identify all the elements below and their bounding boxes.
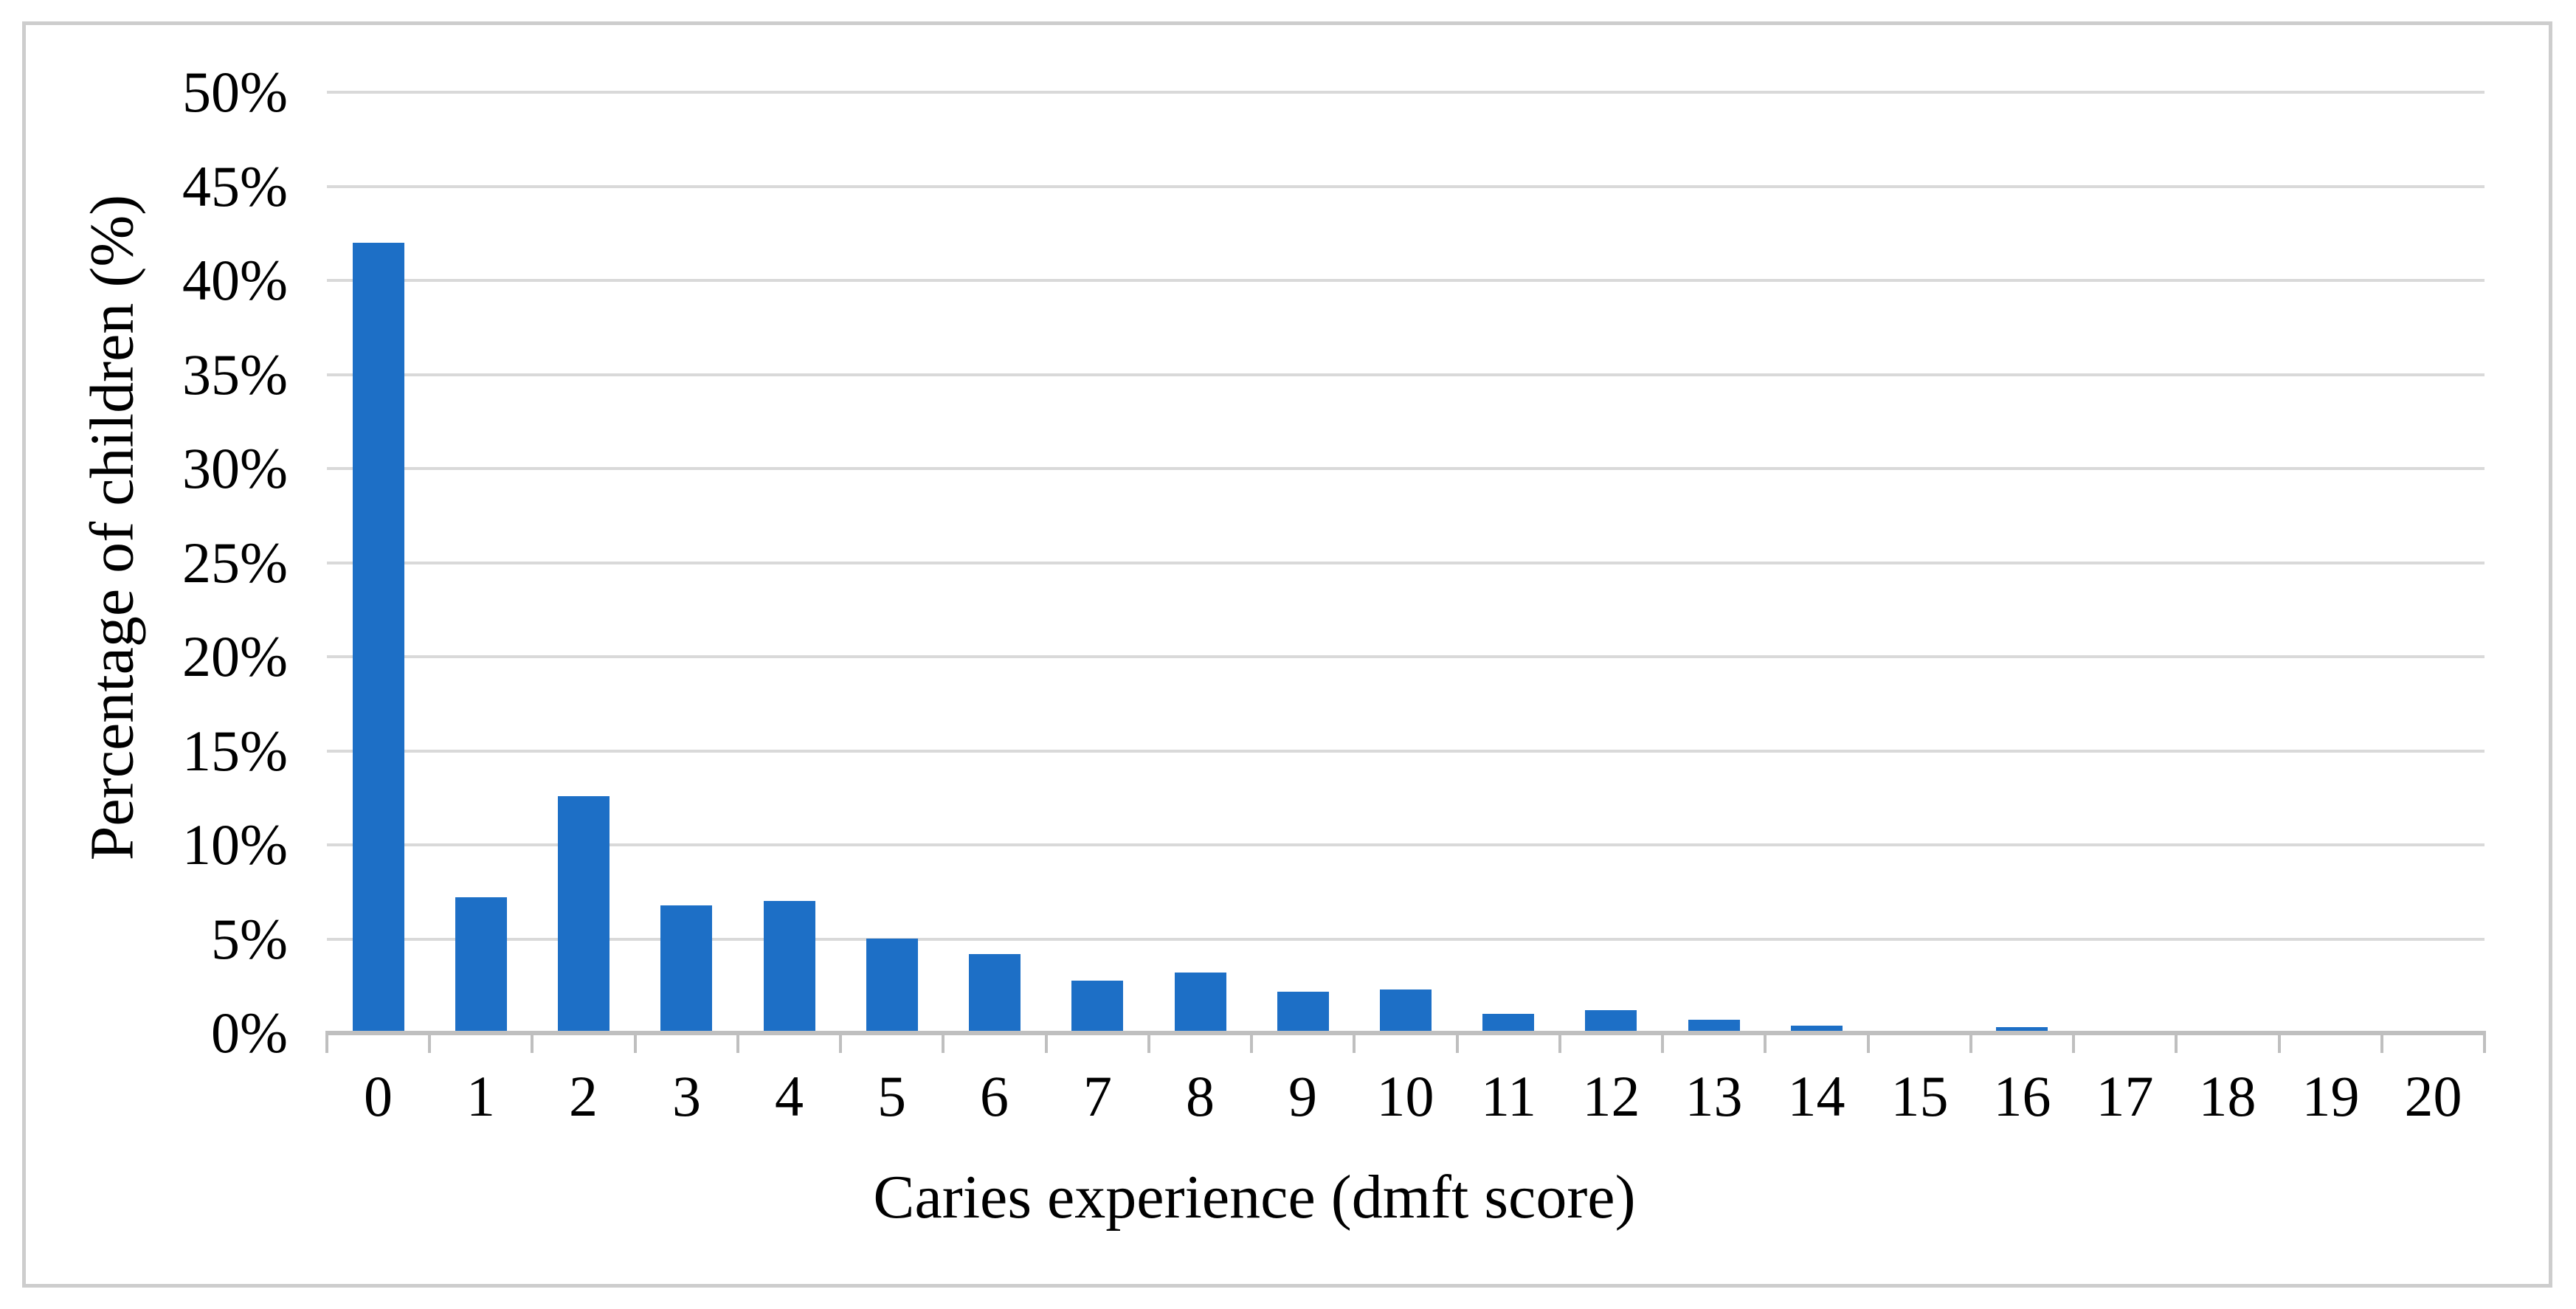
y-tick-label: 20% xyxy=(182,624,288,688)
x-tick-label: 13 xyxy=(1685,1064,1743,1128)
gridline xyxy=(327,91,2485,94)
y-tick-label: 35% xyxy=(182,342,288,407)
axis-tick xyxy=(428,1031,431,1053)
x-tick-label: 7 xyxy=(1083,1064,1112,1128)
x-tick-label: 16 xyxy=(1993,1064,2051,1128)
y-tick-label: 15% xyxy=(182,719,288,783)
y-tick-label: 30% xyxy=(182,436,288,500)
bar-dmft-16 xyxy=(1996,1027,2048,1033)
bar-dmft-6 xyxy=(969,954,1021,1033)
axis-tick xyxy=(1558,1031,1561,1053)
axis-tick xyxy=(1353,1031,1356,1053)
axis-tick xyxy=(1764,1031,1767,1053)
x-tick-label: 6 xyxy=(980,1064,1009,1128)
x-tick-label: 17 xyxy=(2096,1064,2154,1128)
bar-dmft-4 xyxy=(764,901,815,1033)
x-axis-title: Caries experience (dmft score) xyxy=(873,1163,1636,1232)
gridline xyxy=(327,279,2485,282)
axis-tick xyxy=(1661,1031,1664,1053)
bar-dmft-14 xyxy=(1791,1026,1843,1033)
axis-tick xyxy=(2175,1031,2178,1053)
x-tick-label: 20 xyxy=(2404,1064,2462,1128)
x-axis-line xyxy=(327,1031,2485,1035)
axis-tick xyxy=(736,1031,739,1053)
bar-dmft-11 xyxy=(1482,1014,1534,1033)
y-tick-label: 40% xyxy=(182,248,288,312)
axis-tick xyxy=(325,1031,328,1053)
bar-dmft-10 xyxy=(1380,989,1432,1033)
axis-tick xyxy=(1147,1031,1150,1053)
x-tick-label: 14 xyxy=(1787,1064,1845,1128)
axis-tick xyxy=(1969,1031,1972,1053)
gridline xyxy=(327,655,2485,658)
x-tick-label: 9 xyxy=(1288,1064,1317,1128)
bar-dmft-7 xyxy=(1071,981,1123,1033)
axis-tick xyxy=(2483,1031,2486,1053)
y-tick-label: 0% xyxy=(211,1001,288,1065)
gridline xyxy=(327,373,2485,376)
gridline xyxy=(327,185,2485,188)
chart-border-frame xyxy=(22,21,2552,1288)
axis-tick xyxy=(1045,1031,1048,1053)
bar-dmft-2 xyxy=(558,796,610,1033)
x-tick-label: 1 xyxy=(466,1064,495,1128)
axis-tick xyxy=(2278,1031,2281,1053)
axis-tick xyxy=(1867,1031,1870,1053)
x-tick-label: 5 xyxy=(877,1064,906,1128)
gridline xyxy=(327,938,2485,941)
x-tick-label: 12 xyxy=(1582,1064,1640,1128)
x-tick-label: 11 xyxy=(1480,1064,1537,1128)
x-tick-label: 18 xyxy=(2198,1064,2256,1128)
y-tick-label: 50% xyxy=(182,60,288,124)
bar-dmft-0 xyxy=(353,243,404,1033)
bar-dmft-5 xyxy=(866,939,918,1033)
gridline xyxy=(327,467,2485,470)
y-tick-label: 25% xyxy=(182,531,288,595)
axis-tick xyxy=(531,1031,533,1053)
bar-dmft-3 xyxy=(660,905,712,1033)
axis-tick xyxy=(634,1031,637,1053)
y-tick-label: 45% xyxy=(182,154,288,218)
x-tick-label: 2 xyxy=(569,1064,598,1128)
bar-dmft-13 xyxy=(1688,1020,1740,1033)
bar-dmft-12 xyxy=(1585,1010,1637,1033)
axis-tick xyxy=(1456,1031,1459,1053)
axis-tick xyxy=(2380,1031,2383,1053)
bar-dmft-8 xyxy=(1175,973,1226,1033)
bar-dmft-9 xyxy=(1277,992,1329,1033)
axis-tick xyxy=(1250,1031,1253,1053)
bar-dmft-1 xyxy=(455,897,507,1033)
gridline xyxy=(327,843,2485,846)
y-tick-label: 5% xyxy=(211,907,288,971)
gridline xyxy=(327,562,2485,564)
gridline xyxy=(327,750,2485,753)
x-tick-label: 19 xyxy=(2302,1064,2360,1128)
y-tick-label: 10% xyxy=(182,812,288,877)
axis-tick xyxy=(2072,1031,2075,1053)
axis-tick xyxy=(839,1031,842,1053)
x-tick-label: 10 xyxy=(1376,1064,1434,1128)
y-axis-title: Percentage of children (%) xyxy=(77,194,147,861)
x-tick-label: 3 xyxy=(672,1064,701,1128)
x-tick-label: 15 xyxy=(1890,1064,1949,1128)
x-tick-label: 4 xyxy=(775,1064,804,1128)
axis-tick xyxy=(942,1031,945,1053)
x-tick-label: 8 xyxy=(1186,1064,1215,1128)
x-tick-label: 0 xyxy=(364,1064,393,1128)
